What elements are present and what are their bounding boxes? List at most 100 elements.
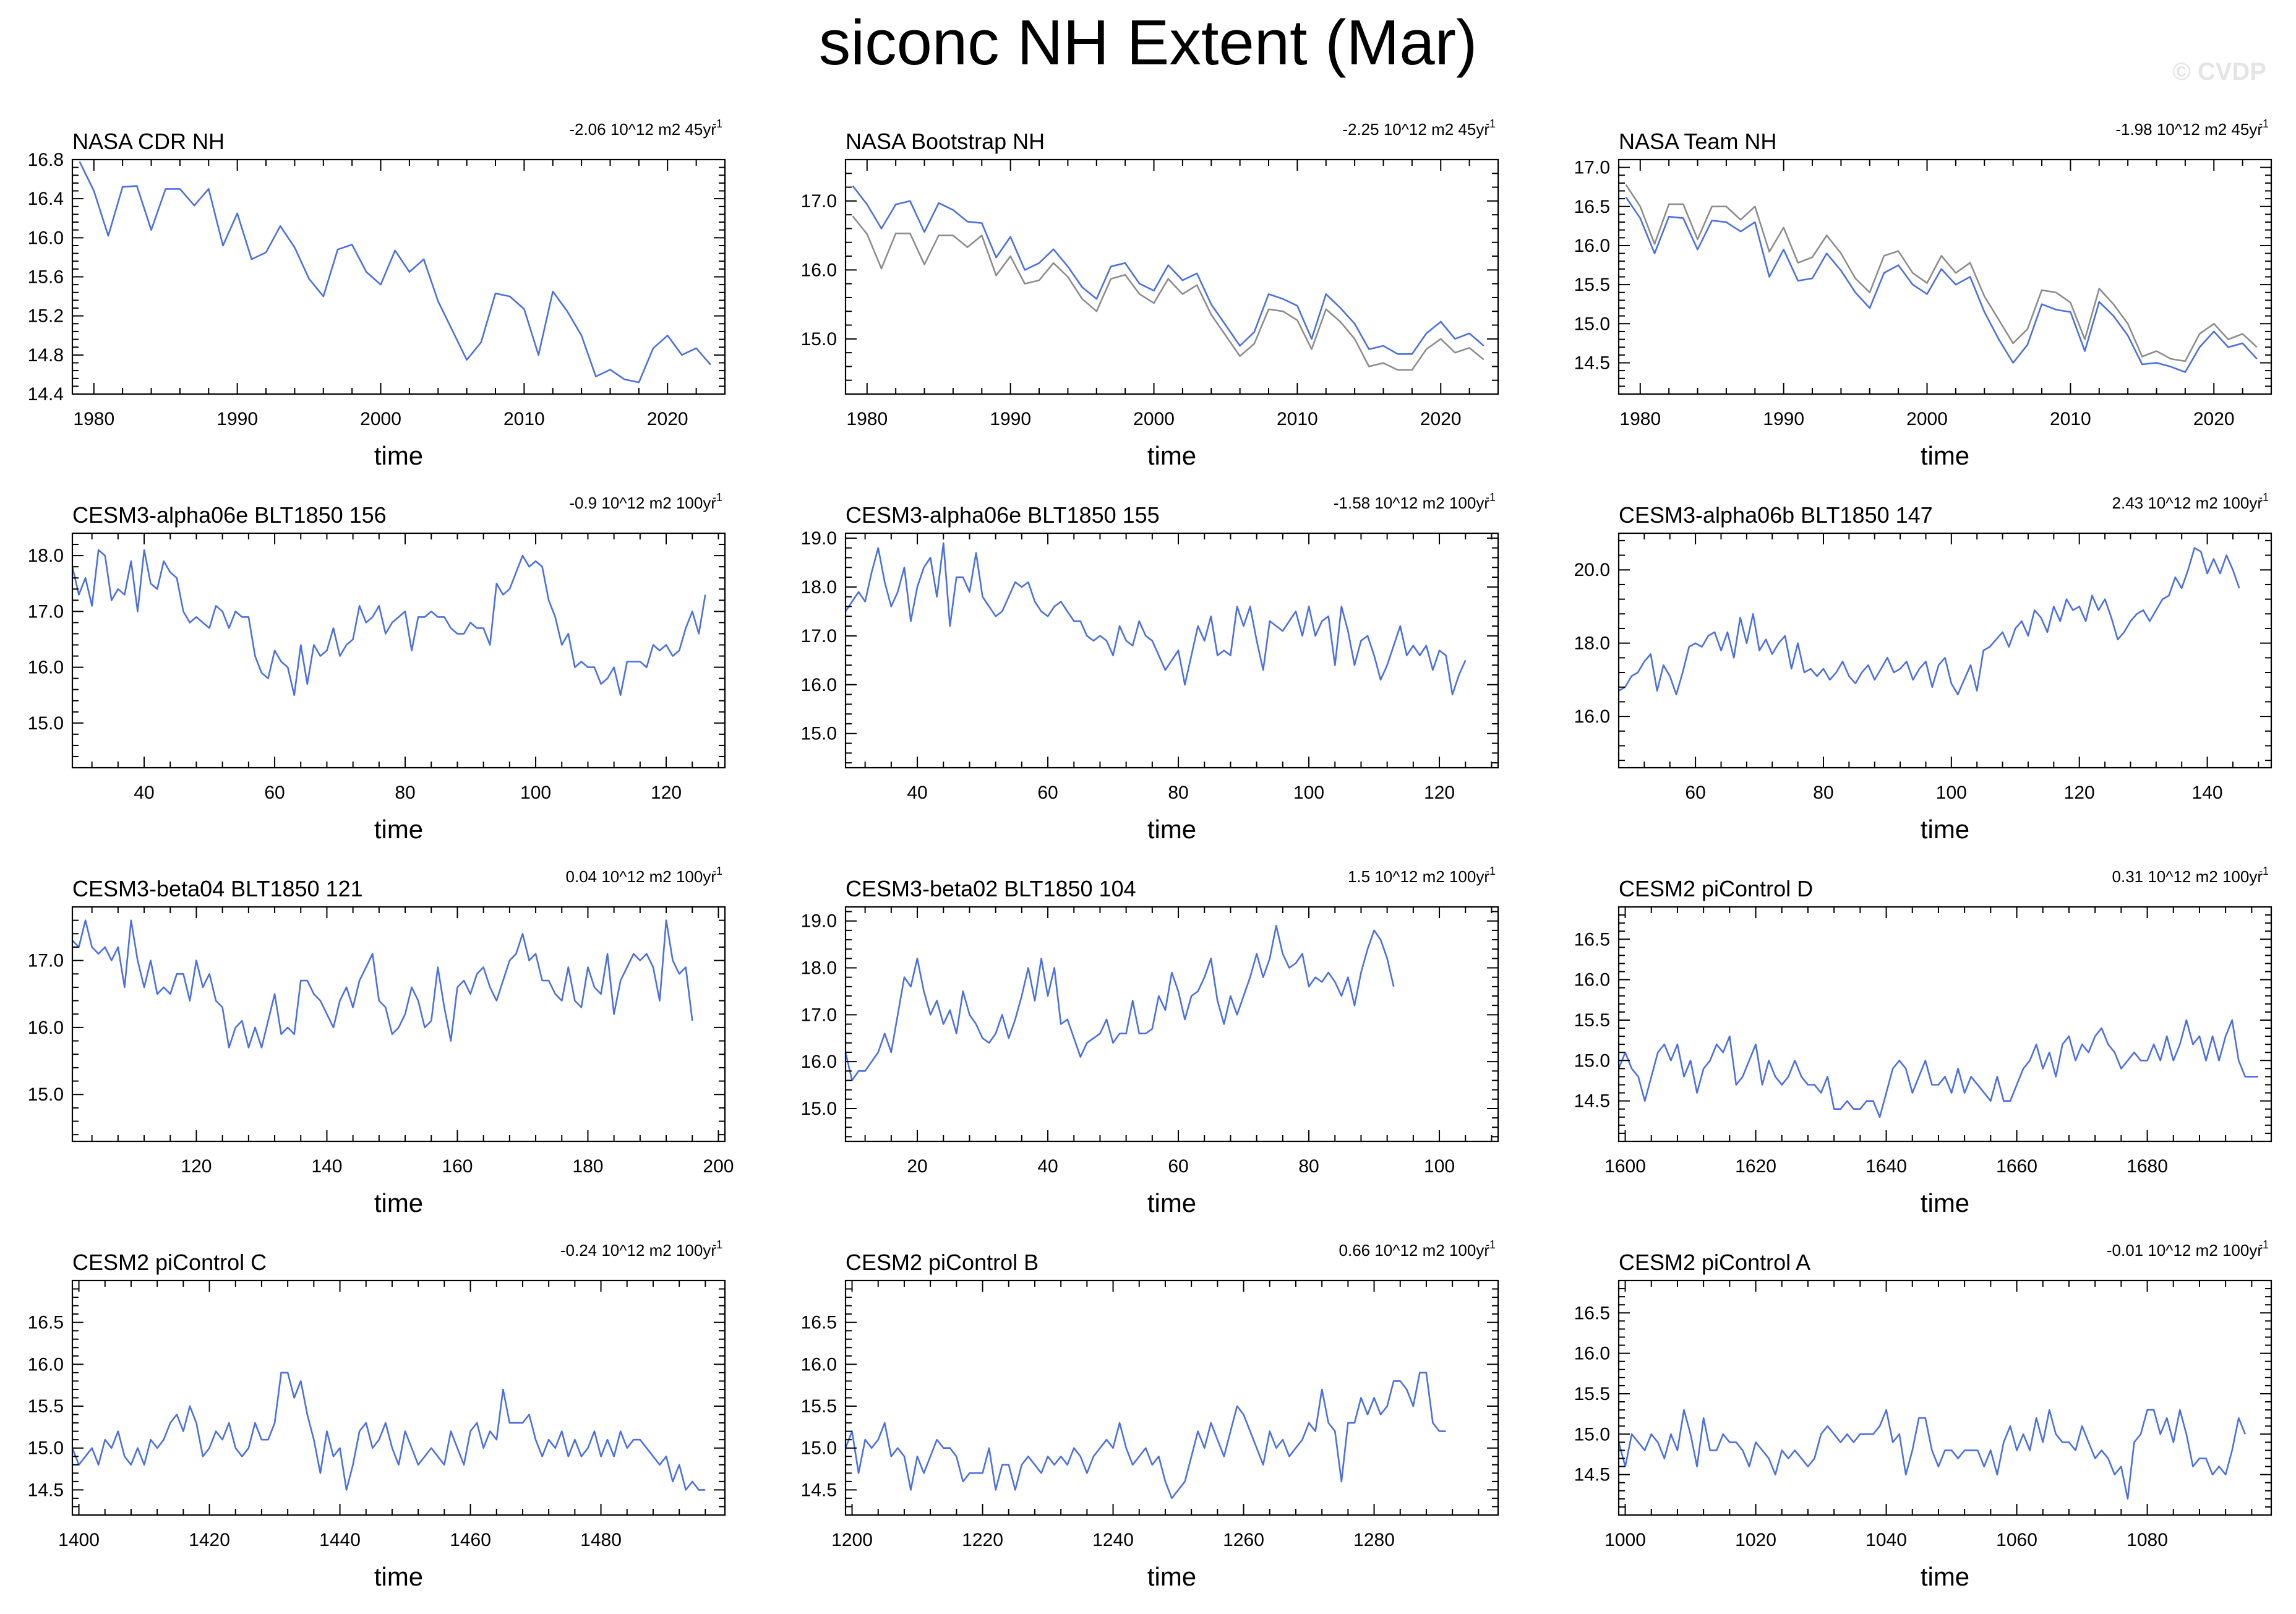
plot-frame [1617, 532, 2272, 769]
y-tick-label: 18.0 [1574, 633, 1610, 654]
y-tick-label: 15.0 [801, 329, 837, 350]
x-tick-label: 1990 [990, 409, 1031, 429]
x-axis-label: time [1921, 1188, 1969, 1217]
panel-title: CESM2 piControl A [1619, 1250, 1810, 1275]
x-tick-label: 1260 [1223, 1530, 1264, 1550]
series-line-1 [1617, 1409, 2247, 1500]
panel-title: NASA CDR NH [72, 129, 225, 154]
x-tick-label: 1620 [1735, 1156, 1776, 1177]
panel-12: 1000 1020 1040 1060 1080 14.5 15.0 15.5 16.0 16.5… [1574, 1238, 2272, 1591]
plot-frame [71, 532, 726, 769]
x-tick-label: 1990 [216, 409, 258, 429]
y-tick-label: 19.0 [801, 528, 837, 549]
panel-8: 20 40 60 80 100 15.0 16.0 17.0 18.0 19.0 CESM3-bet… [801, 865, 1499, 1217]
x-tick-label: 40 [134, 783, 154, 803]
x-tick-label: 2010 [1277, 409, 1318, 429]
y-tick-label: 17.0 [28, 951, 64, 971]
x-tick-label: 40 [1037, 1156, 1058, 1177]
y-tick-label: 16.5 [1574, 1303, 1610, 1323]
x-tick-label: 2000 [1906, 409, 1948, 429]
series-line-1 [844, 542, 1467, 695]
series-line-2 [1625, 196, 2258, 373]
y-tick-label: 17.0 [28, 601, 64, 622]
y-tick-label: 18.0 [801, 577, 837, 598]
series-line-1 [844, 1371, 1446, 1500]
x-tick-label: 140 [311, 1156, 342, 1177]
y-tick-label: 15.0 [28, 1438, 64, 1459]
trend-label: 2.43 10^12 m2 100yr [2112, 494, 2263, 512]
x-axis-label: time [374, 1562, 423, 1591]
x-axis-label: time [1921, 441, 1969, 470]
y-tick-label: 15.0 [1574, 1424, 1610, 1444]
x-tick-label: 1440 [319, 1530, 361, 1550]
panel-7: 120 140 160 180 200 15.0 16.0 17.0 CESM3-beta04 … [28, 865, 734, 1217]
panel-title: CESM3-alpha06e BLT1850 156 [72, 502, 387, 528]
panel-title: CESM3-alpha06e BLT1850 155 [846, 502, 1160, 528]
panel-title: CESM3-alpha06b BLT1850 147 [1619, 502, 1933, 528]
y-tick-label: 15.2 [28, 306, 64, 327]
x-tick-label: 1420 [189, 1530, 230, 1550]
y-tick-label: 19.0 [801, 911, 837, 932]
x-tick-label: 2020 [1420, 409, 1462, 429]
y-tick-label: 15.0 [1574, 1050, 1610, 1071]
series-line-1 [852, 215, 1484, 371]
x-tick-label: 1040 [1866, 1530, 1907, 1550]
x-tick-label: 1280 [1353, 1530, 1395, 1550]
x-tick-label: 2010 [503, 409, 545, 429]
y-tick-label: 16.0 [801, 1052, 837, 1072]
x-tick-label: 100 [520, 783, 551, 803]
plot-frame [1617, 906, 2272, 1143]
y-tick-label: 16.0 [801, 1354, 837, 1375]
y-tick-label: 16.0 [1574, 706, 1610, 727]
plot-frame [844, 158, 1499, 395]
x-tick-label: 120 [651, 783, 682, 803]
y-tick-label: 17.0 [801, 191, 837, 212]
panel-title: NASA Team NH [1619, 129, 1776, 154]
trend-exponent: -1 [2259, 118, 2269, 130]
x-tick-label: 1400 [58, 1530, 100, 1550]
x-tick-label: 1480 [580, 1530, 622, 1550]
y-tick-label: 14.8 [28, 345, 64, 366]
series-line-1 [1617, 1019, 2258, 1118]
x-tick-label: 2010 [2050, 409, 2091, 429]
series-line-1 [1625, 184, 2258, 363]
y-tick-label: 15.5 [1574, 1010, 1610, 1031]
series-line-1 [72, 919, 693, 1049]
y-tick-label: 18.0 [801, 958, 837, 979]
y-tick-label: 16.0 [28, 1354, 64, 1375]
x-tick-label: 120 [1424, 783, 1455, 803]
series-line-1 [79, 161, 711, 384]
trend-exponent: -1 [1486, 865, 1496, 877]
y-tick-label: 14.5 [28, 1480, 64, 1500]
x-axis-label: time [374, 441, 423, 470]
panel-title: CESM3-beta04 BLT1850 121 [72, 876, 363, 901]
y-tick-label: 16.5 [1574, 929, 1610, 950]
y-tick-label: 16.0 [1574, 970, 1610, 990]
plot-frame [71, 906, 726, 1143]
y-tick-label: 16.4 [28, 189, 64, 209]
x-tick-label: 20 [907, 1156, 927, 1177]
series-line-1 [71, 1371, 706, 1491]
panel-title: CESM3-beta02 BLT1850 104 [846, 876, 1136, 901]
y-tick-label: 16.0 [801, 260, 837, 280]
y-tick-label: 15.5 [1574, 275, 1610, 295]
trend-label: 0.31 10^12 m2 100yr [2112, 867, 2263, 886]
trend-exponent: -1 [2259, 1238, 2269, 1251]
x-tick-label: 60 [264, 783, 285, 803]
panel-title: CESM2 piControl D [1619, 876, 1813, 901]
x-tick-label: 100 [1936, 783, 1967, 803]
x-tick-label: 1600 [1604, 1156, 1646, 1177]
x-tick-label: 1980 [846, 409, 888, 429]
trend-exponent: -1 [713, 118, 722, 130]
trend-exponent: -1 [2259, 865, 2269, 877]
y-tick-label: 16.0 [801, 675, 837, 695]
y-tick-label: 20.0 [1574, 560, 1610, 580]
y-tick-label: 17.0 [801, 1005, 837, 1025]
x-axis-label: time [1147, 815, 1196, 844]
y-tick-label: 16.5 [801, 1313, 837, 1333]
y-tick-label: 16.0 [28, 1018, 64, 1038]
panel-title: CESM2 piControl C [72, 1250, 267, 1275]
y-tick-label: 14.5 [1574, 353, 1610, 373]
panel-9: 1600 1620 1640 1660 1680 14.5 15.0 15.5 16.0 16.5… [1574, 865, 2272, 1217]
y-tick-label: 15.0 [801, 1099, 837, 1119]
